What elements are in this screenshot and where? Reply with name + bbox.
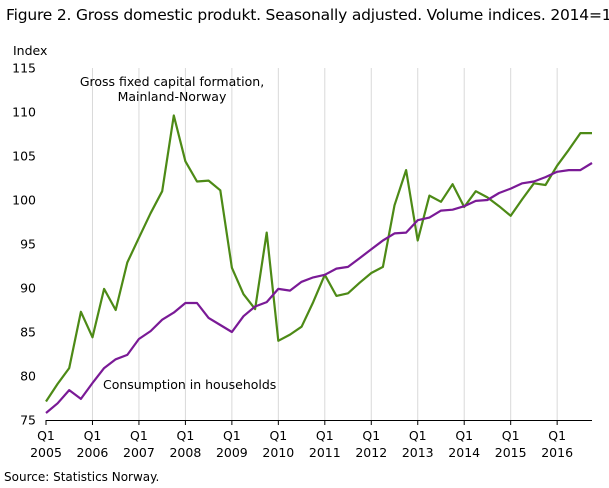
x-tick-year-label: 2009: [216, 445, 248, 460]
x-tick-quarter-label: Q1: [455, 428, 473, 443]
x-tick-year-label: 2015: [495, 445, 527, 460]
y-tick-label: 105: [12, 149, 36, 164]
x-tick-year-label: 2012: [355, 445, 387, 460]
y-tick-label: 75: [20, 413, 36, 428]
series-label: Consumption in households: [103, 377, 276, 392]
chart-title: Figure 2. Gross domestic produkt. Season…: [6, 6, 609, 24]
x-tick-year-label: 2016: [541, 445, 573, 460]
x-tick-year-label: 2008: [169, 445, 201, 460]
x-axis-ticks: Q1 2005 Q1 2006 Q1 2007 Q1 2008 Q1 2009 Q1 2010 Q1 20…: [30, 420, 573, 460]
source-note: Source: Statistics Norway.: [4, 470, 160, 484]
series-labels: Gross fixed capital formation,Mainland-N…: [80, 74, 277, 392]
x-tick-quarter-label: Q1: [409, 428, 427, 443]
x-tick-quarter-label: Q1: [37, 428, 55, 443]
x-tick-quarter-label: Q1: [130, 428, 148, 443]
x-tick-year-label: 2007: [123, 445, 155, 460]
x-tick-quarter-label: Q1: [177, 428, 195, 443]
y-tick-label: 85: [20, 325, 36, 340]
x-tick-year-label: 2011: [309, 445, 341, 460]
x-tick-quarter-label: Q1: [362, 428, 380, 443]
series-label: Gross fixed capital formation,: [80, 74, 264, 89]
y-tick-label: 100: [12, 193, 36, 208]
y-tick-label: 115: [12, 61, 36, 76]
series-label: Mainland-Norway: [118, 89, 227, 104]
x-tick-quarter-label: Q1: [548, 428, 566, 443]
y-axis-ticks: 75 80 85 90 95 100 105 110 115: [12, 61, 36, 428]
y-tick-label: 80: [20, 369, 36, 384]
series-line-0: [45, 114, 592, 403]
series-line-1: [45, 162, 593, 414]
x-tick-quarter-label: Q1: [316, 428, 334, 443]
x-tick-quarter-label: Q1: [502, 428, 520, 443]
y-tick-label: 110: [12, 105, 36, 120]
x-tick-quarter-label: Q1: [223, 428, 241, 443]
x-tick-year-label: 2010: [262, 445, 294, 460]
x-tick-year-label: 2005: [30, 445, 62, 460]
y-axis-label: Index: [13, 43, 47, 58]
grid-lines: [46, 68, 592, 421]
series-lines: [45, 114, 593, 414]
x-tick-year-label: 2014: [448, 445, 480, 460]
x-tick-year-label: 2013: [402, 445, 434, 460]
x-tick-quarter-label: Q1: [84, 428, 102, 443]
y-tick-label: 90: [20, 281, 36, 296]
x-tick-year-label: 2006: [77, 445, 109, 460]
y-tick-label: 95: [20, 237, 36, 252]
x-tick-quarter-label: Q1: [269, 428, 287, 443]
